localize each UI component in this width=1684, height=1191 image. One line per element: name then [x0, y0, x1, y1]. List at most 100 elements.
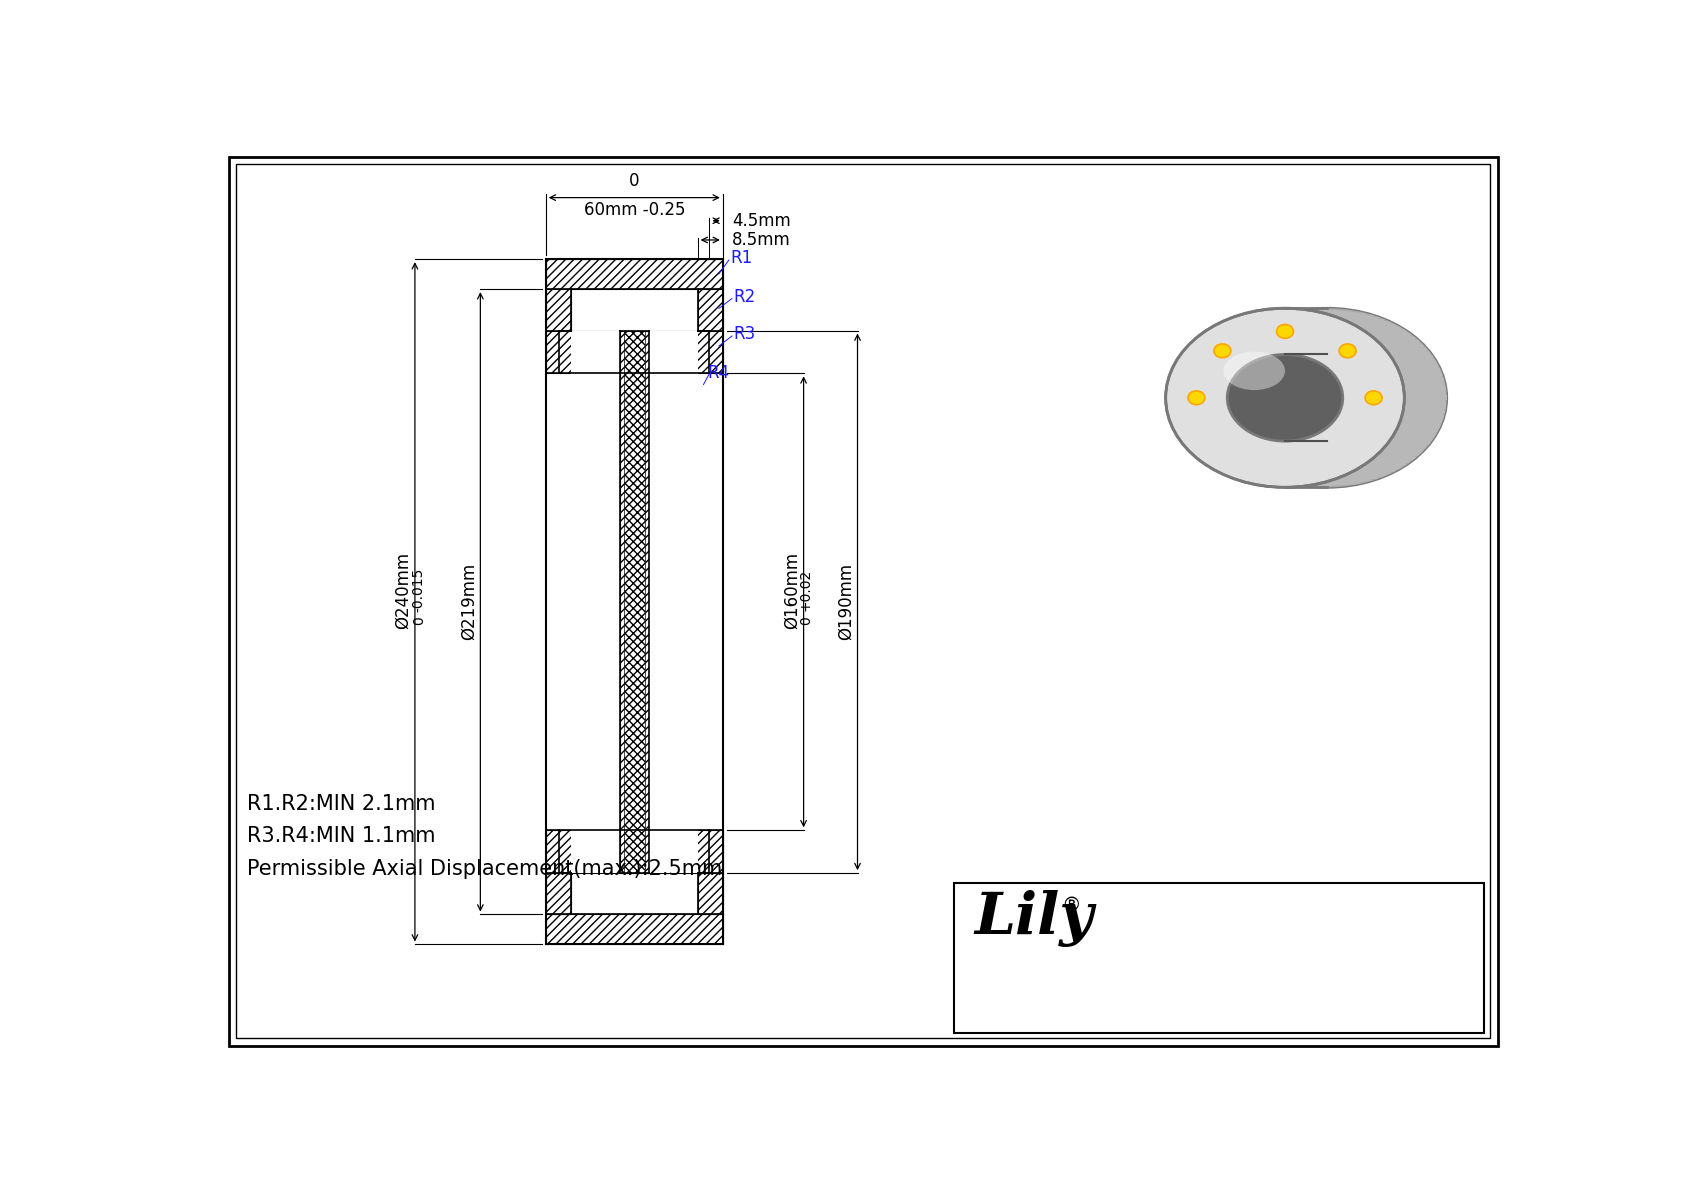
Polygon shape: [1340, 318, 1388, 320]
Polygon shape: [1403, 405, 1447, 410]
Text: NN 3032 K/SPW33: NN 3032 K/SPW33: [1187, 968, 1366, 987]
Polygon shape: [1404, 400, 1447, 405]
Polygon shape: [1334, 478, 1383, 479]
Text: 0: 0: [413, 617, 426, 625]
Text: Ø219mm: Ø219mm: [460, 563, 478, 641]
Polygon shape: [1401, 376, 1445, 381]
Polygon shape: [1322, 313, 1371, 314]
Polygon shape: [1330, 423, 1374, 424]
Polygon shape: [1340, 475, 1388, 478]
Text: R1: R1: [731, 249, 753, 268]
Polygon shape: [1394, 363, 1440, 368]
Polygon shape: [1386, 441, 1431, 445]
Polygon shape: [1339, 384, 1383, 385]
Polygon shape: [1339, 412, 1381, 414]
Text: R3.R4:MIN 1.1mm: R3.R4:MIN 1.1mm: [248, 825, 436, 846]
Polygon shape: [1335, 417, 1379, 419]
Polygon shape: [1317, 432, 1362, 434]
Text: -0.015: -0.015: [413, 568, 426, 612]
Polygon shape: [1314, 434, 1359, 435]
Polygon shape: [1342, 401, 1384, 404]
Polygon shape: [1393, 432, 1438, 437]
Polygon shape: [546, 331, 722, 374]
Polygon shape: [1393, 358, 1438, 363]
Text: Ø190mm: Ø190mm: [837, 563, 855, 641]
Polygon shape: [1334, 419, 1378, 420]
Polygon shape: [1404, 395, 1447, 400]
Polygon shape: [546, 289, 571, 331]
Polygon shape: [1379, 343, 1425, 347]
Polygon shape: [1361, 329, 1408, 332]
Polygon shape: [1379, 449, 1425, 453]
Ellipse shape: [1270, 355, 1386, 441]
Text: R3: R3: [734, 325, 756, 343]
Polygon shape: [620, 331, 648, 873]
Polygon shape: [1374, 453, 1421, 456]
Polygon shape: [1320, 431, 1364, 432]
Polygon shape: [1317, 362, 1362, 363]
Polygon shape: [1335, 376, 1379, 379]
Polygon shape: [1371, 456, 1418, 460]
Text: ®: ®: [1061, 896, 1081, 915]
Text: 0: 0: [630, 172, 640, 189]
Polygon shape: [1340, 387, 1384, 389]
Ellipse shape: [1228, 355, 1342, 441]
Polygon shape: [1327, 426, 1371, 428]
Text: R1.R2:MIN 2.1mm: R1.R2:MIN 2.1mm: [248, 793, 436, 813]
Polygon shape: [1374, 339, 1421, 343]
Text: 0: 0: [798, 617, 813, 625]
Polygon shape: [1342, 397, 1384, 399]
Polygon shape: [1398, 368, 1442, 372]
Polygon shape: [546, 873, 571, 915]
Text: Email: lilybearing@lily-bearing.com: Email: lilybearing@lily-bearing.com: [1184, 931, 1430, 946]
Polygon shape: [1317, 311, 1364, 313]
Text: SHANGHAI LILY BEARING LIMITED: SHANGHAI LILY BEARING LIMITED: [1150, 900, 1462, 919]
Polygon shape: [1351, 469, 1398, 473]
Ellipse shape: [1187, 391, 1206, 405]
Polygon shape: [697, 289, 722, 331]
Polygon shape: [1394, 428, 1440, 432]
Polygon shape: [1356, 326, 1403, 329]
Polygon shape: [1332, 420, 1376, 423]
Polygon shape: [1356, 467, 1403, 469]
Ellipse shape: [1214, 344, 1231, 357]
Polygon shape: [1404, 391, 1447, 395]
Polygon shape: [546, 830, 722, 873]
Polygon shape: [1330, 372, 1374, 373]
Polygon shape: [1332, 373, 1376, 375]
Polygon shape: [571, 331, 620, 873]
Polygon shape: [1386, 350, 1431, 355]
Polygon shape: [1322, 364, 1366, 366]
Polygon shape: [1314, 361, 1359, 362]
Polygon shape: [1327, 368, 1371, 369]
Ellipse shape: [1366, 391, 1383, 405]
Polygon shape: [1340, 409, 1384, 410]
Polygon shape: [1366, 460, 1413, 463]
Text: R2: R2: [734, 288, 756, 306]
Polygon shape: [1342, 399, 1384, 401]
Polygon shape: [1340, 385, 1384, 387]
Text: 60mm -0.25: 60mm -0.25: [584, 201, 685, 219]
Polygon shape: [1361, 463, 1408, 467]
Polygon shape: [1383, 347, 1428, 350]
Polygon shape: [1403, 386, 1447, 391]
Polygon shape: [1320, 363, 1364, 364]
Polygon shape: [1389, 437, 1435, 441]
Polygon shape: [1342, 389, 1384, 392]
Polygon shape: [1324, 428, 1369, 430]
Polygon shape: [1366, 332, 1413, 336]
Text: Permissible Axial Displacement(max.):2.5mm: Permissible Axial Displacement(max.):2.5…: [248, 859, 722, 879]
Polygon shape: [1351, 323, 1398, 326]
Text: R4: R4: [707, 364, 729, 382]
Text: Ø160mm: Ø160mm: [783, 551, 802, 629]
Polygon shape: [1329, 369, 1372, 372]
Polygon shape: [1317, 482, 1364, 485]
Text: +0.02: +0.02: [798, 569, 813, 611]
Polygon shape: [1337, 379, 1381, 381]
Polygon shape: [1342, 404, 1384, 406]
Polygon shape: [1339, 381, 1381, 384]
Text: 8.5mm: 8.5mm: [733, 231, 791, 249]
Polygon shape: [1389, 355, 1435, 358]
Text: Ø240mm: Ø240mm: [394, 551, 413, 629]
Bar: [953, 883, 1484, 1033]
